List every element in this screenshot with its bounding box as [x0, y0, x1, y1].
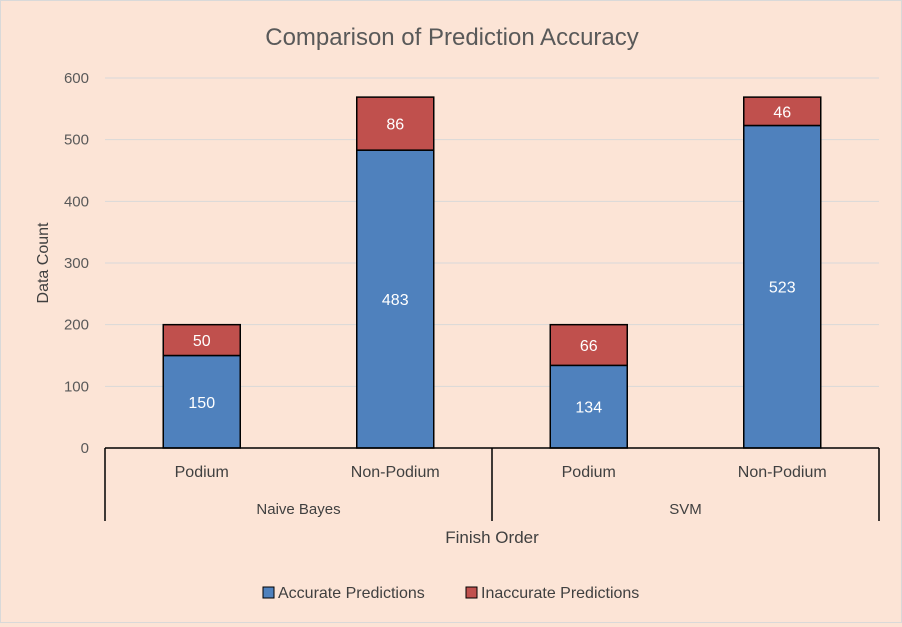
x-tick-label: Podium [562, 464, 616, 481]
bar-segment [549, 364, 628, 449]
data-label: 150 [188, 395, 215, 412]
bars: 150 50 483 86 134 66 523 46 [162, 96, 822, 449]
x-axis-label: Finish Order [445, 528, 539, 547]
chart-title: Comparison of Prediction Accuracy [265, 24, 639, 51]
y-tick-label: 500 [64, 132, 89, 149]
x-tick-label: Non-Podium [351, 464, 440, 481]
data-label: 46 [773, 104, 791, 121]
bar-segment [356, 149, 435, 449]
y-tick-label: 100 [64, 378, 89, 395]
y-tick-label: 300 [64, 255, 89, 272]
data-label: 86 [386, 117, 404, 134]
data-label: 66 [580, 338, 598, 355]
y-axis-ticks: 0 100 200 300 400 500 600 [64, 70, 89, 457]
legend-swatch [465, 586, 478, 599]
group-label: SVM [669, 501, 702, 518]
data-label: 523 [769, 280, 796, 297]
data-label: 50 [193, 333, 211, 350]
x-axis: Podium Non-Podium Naive Bayes Podium Non-Pod… [104, 447, 880, 521]
x-tick-label: Podium [175, 464, 229, 481]
y-axis-label: Data Count [35, 222, 52, 303]
y-tick-label: 600 [64, 70, 89, 87]
x-tick-label: Non-Podium [738, 464, 827, 481]
bar-segment [743, 96, 822, 127]
bar-segment [549, 323, 628, 367]
bar-segment [356, 96, 435, 151]
y-tick-label: 400 [64, 193, 89, 210]
data-label: 483 [382, 292, 409, 309]
data-label: 134 [575, 400, 602, 417]
bar-segment [162, 323, 241, 357]
group-label: Naive Bayes [256, 501, 340, 518]
legend-label: Accurate Predictions [278, 585, 425, 602]
bar-segment [743, 124, 822, 449]
legend-label: Inaccurate Predictions [481, 585, 639, 602]
legend-swatch [262, 586, 275, 599]
legend: Accurate Predictions Inaccurate Predictio… [262, 585, 639, 602]
y-tick-label: 0 [81, 440, 89, 457]
y-tick-label: 200 [64, 317, 89, 334]
